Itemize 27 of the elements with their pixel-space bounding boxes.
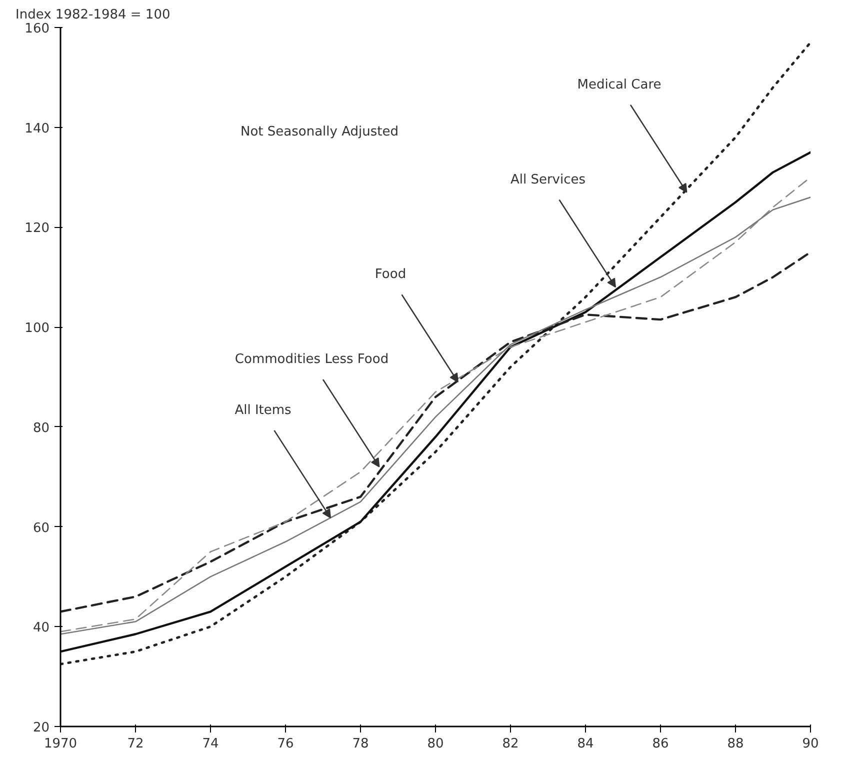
x-tick-label: 72: [127, 736, 144, 752]
x-tick-label: 82: [502, 736, 519, 752]
x-tick-label: 1970: [44, 736, 78, 752]
y-tick-label: 20: [32, 720, 50, 736]
y-tick-label: 100: [24, 321, 50, 336]
y-tick-label: 140: [24, 121, 50, 136]
y-tick-label: 120: [24, 221, 50, 236]
annotation: Medical Care: [577, 77, 662, 92]
annotation: All Items: [234, 402, 292, 418]
annotation: Food: [374, 267, 406, 282]
y-tick-label: 60: [32, 520, 50, 536]
y-tick-label: 160: [24, 22, 50, 36]
y-tick-label: 40: [32, 620, 50, 636]
x-tick-label: 84: [577, 736, 594, 752]
x-tick-label: 88: [727, 736, 744, 752]
y-tick-label: 80: [32, 420, 50, 436]
line-series: [60, 41, 810, 666]
x-tick-label: 74: [202, 736, 219, 752]
y-axis-title: Index 1982-1984 = 100: [16, 8, 170, 22]
x-tick-label: 90: [802, 736, 819, 752]
annotation: All Services: [510, 172, 586, 188]
annotation: Commodities Less Food: [234, 352, 389, 368]
x-tick-label: 76: [277, 736, 294, 752]
x-tick-label: 78: [352, 736, 369, 752]
x-tick-label: 86: [652, 736, 669, 752]
x-tick-label: 80: [427, 736, 444, 752]
annotation: Not Seasonally Adjusted: [240, 124, 398, 140]
